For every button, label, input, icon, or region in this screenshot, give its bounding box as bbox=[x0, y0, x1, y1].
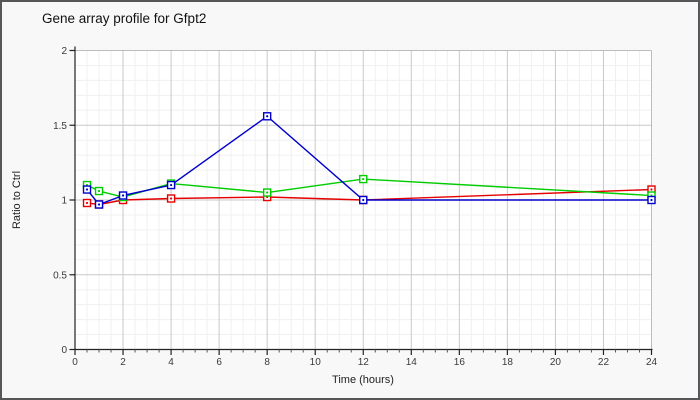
y-tick-label: 1 bbox=[61, 196, 67, 207]
y-axis-label: Ratio to Ctrl bbox=[11, 171, 23, 229]
x-axis-ticks: 0 2 4 6 8 10 12 14 16 18 20 22 24 bbox=[72, 349, 658, 368]
y-axis-ticks: 0 0.5 1 1.5 2 bbox=[53, 46, 75, 356]
x-tick-label: 0 bbox=[72, 357, 78, 368]
x-tick-label: 22 bbox=[598, 357, 610, 368]
x-tick-label: 12 bbox=[358, 357, 370, 368]
y-tick-label: 1.5 bbox=[53, 121, 67, 132]
x-tick-label: 18 bbox=[502, 357, 514, 368]
chart-title: Gene array profile for Gfpt2 bbox=[42, 11, 206, 26]
x-tick-label: 24 bbox=[646, 357, 658, 368]
x-tick-label: 14 bbox=[406, 357, 418, 368]
x-tick-label: 6 bbox=[216, 357, 222, 368]
y-tick-label: 2 bbox=[61, 46, 67, 57]
y-tick-label: 0 bbox=[61, 345, 67, 356]
x-tick-label: 16 bbox=[454, 357, 466, 368]
x-tick-label: 4 bbox=[168, 357, 174, 368]
x-axis-label: Time (hours) bbox=[332, 374, 394, 386]
series-blue-markers bbox=[82, 112, 656, 209]
x-tick-label: 2 bbox=[120, 357, 126, 368]
x-tick-label: 10 bbox=[310, 357, 322, 368]
x-tick-label: 20 bbox=[550, 357, 562, 368]
x-tick-label: 8 bbox=[264, 357, 270, 368]
y-tick-label: 0.5 bbox=[53, 270, 67, 281]
